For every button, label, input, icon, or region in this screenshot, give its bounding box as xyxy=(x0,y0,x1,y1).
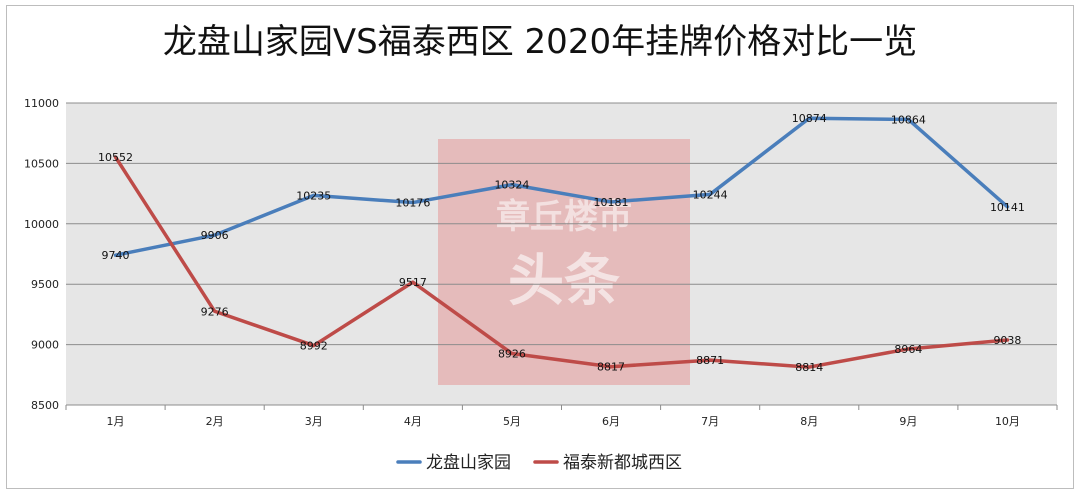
data-label: 8871 xyxy=(696,354,724,367)
data-label: 10141 xyxy=(990,201,1025,214)
data-label: 10874 xyxy=(792,112,827,125)
x-tick-label: 4月 xyxy=(404,415,422,428)
series-line-2 xyxy=(113,155,1010,369)
data-label: 10552 xyxy=(98,151,133,164)
data-label: 9276 xyxy=(201,305,229,318)
data-label: 9038 xyxy=(993,334,1021,347)
data-label: 8964 xyxy=(894,343,922,356)
data-label: 9517 xyxy=(399,276,427,289)
data-label: 8926 xyxy=(498,348,526,361)
data-label: 10244 xyxy=(693,188,728,201)
data-label: 10181 xyxy=(594,196,629,209)
data-label: 10176 xyxy=(395,197,430,210)
data-label: 8992 xyxy=(300,340,328,353)
x-tick-label: 1月 xyxy=(107,415,125,428)
legend-label-1: 龙盘山家园 xyxy=(426,453,511,473)
legend-label-2: 福泰新都城西区 xyxy=(563,453,682,473)
watermark-block xyxy=(438,139,690,385)
plot-area xyxy=(66,103,1057,405)
y-tick-label: 10000 xyxy=(24,218,59,231)
data-label: 10864 xyxy=(891,113,926,126)
chart-title: 龙盘山家园VS福泰西区 2020年挂牌价格对比一览 xyxy=(162,22,918,62)
x-tick-label: 3月 xyxy=(305,415,323,428)
data-label: 9906 xyxy=(201,229,229,242)
y-tick-label: 10500 xyxy=(24,157,59,170)
y-tick-label: 9500 xyxy=(31,278,59,291)
data-label: 8814 xyxy=(795,361,823,374)
series-line-1 xyxy=(113,116,1010,257)
data-label: 8817 xyxy=(597,361,625,374)
x-tick-label: 2月 xyxy=(206,415,224,428)
x-tick-label: 10月 xyxy=(995,415,1020,428)
y-tick-label: 11000 xyxy=(24,97,59,110)
x-tick-label: 9月 xyxy=(899,415,917,428)
data-label: 9740 xyxy=(102,249,130,262)
watermark-line2: 头条 xyxy=(508,249,620,314)
watermark-line1: 章丘楼市 xyxy=(496,197,632,237)
y-tick-label: 9000 xyxy=(31,339,59,352)
x-tick-label: 6月 xyxy=(602,415,620,428)
x-tick-label: 7月 xyxy=(701,415,719,428)
data-label: 10324 xyxy=(494,179,529,192)
x-tick-label: 5月 xyxy=(503,415,521,428)
y-tick-label: 8500 xyxy=(31,399,59,412)
x-tick-label: 8月 xyxy=(800,415,818,428)
data-label: 10235 xyxy=(296,189,331,202)
